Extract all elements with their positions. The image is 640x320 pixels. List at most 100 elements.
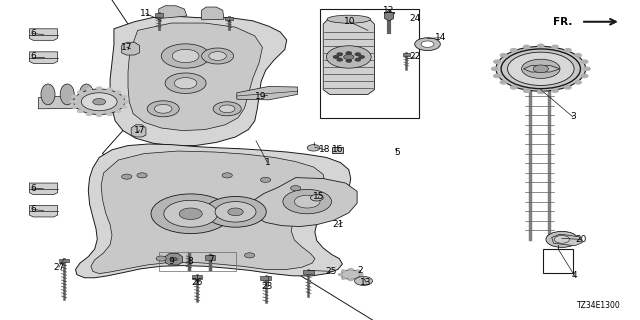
Circle shape: [116, 91, 121, 93]
Text: 4: 4: [572, 271, 577, 280]
Text: TZ34E1300: TZ34E1300: [577, 301, 621, 310]
Circle shape: [122, 95, 127, 98]
Circle shape: [554, 236, 570, 243]
Text: 13: 13: [360, 278, 372, 287]
Circle shape: [564, 86, 571, 89]
Circle shape: [179, 208, 202, 220]
Circle shape: [107, 113, 112, 116]
Circle shape: [538, 44, 544, 47]
Circle shape: [222, 173, 232, 178]
Text: 16: 16: [332, 145, 344, 154]
Polygon shape: [205, 255, 215, 260]
Polygon shape: [122, 42, 140, 55]
Text: 23: 23: [262, 282, 273, 291]
Polygon shape: [165, 253, 182, 265]
Polygon shape: [303, 270, 314, 274]
Circle shape: [522, 59, 560, 78]
Circle shape: [511, 49, 517, 52]
Polygon shape: [76, 144, 351, 278]
Circle shape: [260, 177, 271, 182]
Circle shape: [511, 86, 517, 89]
Bar: [159, 252, 236, 271]
Polygon shape: [260, 276, 271, 280]
Circle shape: [283, 189, 332, 214]
Circle shape: [359, 274, 363, 276]
Circle shape: [97, 87, 102, 90]
Circle shape: [538, 90, 544, 93]
Circle shape: [355, 53, 360, 56]
Text: 12: 12: [383, 6, 395, 15]
Ellipse shape: [41, 84, 55, 105]
Circle shape: [165, 73, 206, 93]
Circle shape: [122, 106, 127, 108]
Polygon shape: [29, 205, 58, 217]
Polygon shape: [128, 23, 262, 131]
Circle shape: [333, 56, 339, 58]
Circle shape: [209, 52, 227, 60]
Text: 10: 10: [344, 17, 355, 26]
Circle shape: [533, 65, 548, 73]
Circle shape: [492, 67, 498, 70]
Polygon shape: [110, 16, 287, 146]
Circle shape: [291, 186, 301, 191]
Text: 17: 17: [121, 43, 132, 52]
Text: 27: 27: [53, 263, 65, 272]
Text: 1: 1: [265, 158, 270, 167]
Circle shape: [356, 277, 360, 279]
Circle shape: [213, 102, 241, 116]
Circle shape: [154, 104, 172, 113]
Circle shape: [172, 49, 199, 63]
Circle shape: [552, 45, 558, 49]
Circle shape: [496, 46, 586, 91]
Circle shape: [524, 45, 530, 49]
Circle shape: [356, 270, 360, 272]
Text: 22: 22: [409, 52, 420, 61]
Circle shape: [77, 91, 83, 93]
Circle shape: [341, 270, 360, 279]
Circle shape: [349, 268, 353, 270]
Circle shape: [564, 49, 571, 52]
Text: 21: 21: [332, 220, 344, 229]
Circle shape: [174, 77, 197, 89]
Circle shape: [581, 74, 588, 77]
Text: 2: 2: [357, 266, 362, 275]
Circle shape: [415, 38, 440, 51]
Text: 15: 15: [313, 192, 324, 201]
Circle shape: [171, 258, 177, 261]
Circle shape: [205, 196, 266, 227]
Circle shape: [500, 81, 507, 84]
Circle shape: [161, 44, 210, 68]
Circle shape: [97, 114, 102, 116]
Circle shape: [494, 60, 500, 63]
Text: 20: 20: [575, 235, 587, 244]
Circle shape: [421, 41, 434, 47]
Polygon shape: [155, 13, 163, 17]
Circle shape: [74, 89, 125, 115]
Polygon shape: [59, 259, 69, 262]
Text: 18: 18: [319, 145, 331, 154]
Polygon shape: [552, 234, 582, 246]
Polygon shape: [159, 6, 187, 19]
Circle shape: [355, 276, 372, 285]
Circle shape: [342, 270, 346, 272]
Text: 6: 6: [31, 205, 36, 214]
Circle shape: [524, 89, 530, 92]
Polygon shape: [403, 53, 410, 56]
Polygon shape: [131, 125, 146, 137]
Circle shape: [164, 200, 218, 227]
Circle shape: [93, 99, 106, 105]
Polygon shape: [91, 151, 325, 274]
Circle shape: [151, 194, 230, 234]
Circle shape: [349, 279, 353, 281]
Circle shape: [339, 274, 342, 276]
Polygon shape: [38, 94, 106, 109]
Circle shape: [124, 100, 129, 103]
Circle shape: [310, 195, 323, 201]
Circle shape: [326, 46, 371, 68]
Circle shape: [346, 52, 351, 54]
Circle shape: [156, 256, 166, 261]
Circle shape: [294, 195, 320, 208]
Text: 19: 19: [255, 92, 267, 101]
Circle shape: [77, 110, 83, 113]
Polygon shape: [250, 178, 357, 227]
